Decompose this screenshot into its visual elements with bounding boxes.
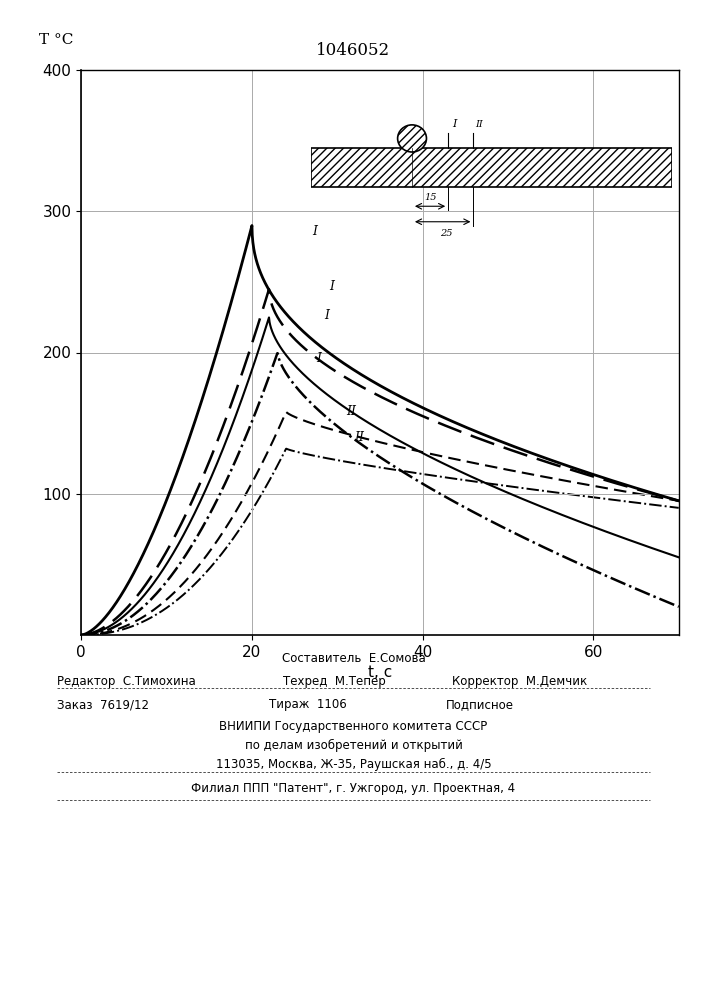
Text: 25: 25 bbox=[440, 230, 452, 238]
Text: Редактор  С.Тимохина: Редактор С.Тимохина bbox=[57, 675, 195, 688]
Text: Тираж  1106: Тираж 1106 bbox=[269, 698, 346, 711]
Text: по делам изобретений и открытий: по делам изобретений и открытий bbox=[245, 739, 462, 752]
Ellipse shape bbox=[397, 125, 426, 152]
Text: I: I bbox=[316, 352, 321, 365]
Text: 113035, Москва, Ж-35, Раушская наб., д. 4/5: 113035, Москва, Ж-35, Раушская наб., д. … bbox=[216, 758, 491, 771]
Text: Составитель  Е.Сомова: Составитель Е.Сомова bbox=[281, 652, 426, 665]
Text: ВНИИПИ Государственного комитета СССР: ВНИИПИ Государственного комитета СССР bbox=[219, 720, 488, 733]
Text: 15: 15 bbox=[423, 193, 436, 202]
Text: I: I bbox=[329, 280, 334, 293]
X-axis label: t, с: t, с bbox=[368, 665, 392, 680]
Text: I: I bbox=[452, 119, 456, 129]
Text: I: I bbox=[325, 309, 329, 322]
Text: 1046052: 1046052 bbox=[317, 42, 390, 59]
Text: I: I bbox=[312, 225, 317, 238]
Text: II: II bbox=[346, 405, 356, 418]
Text: Заказ  7619/12: Заказ 7619/12 bbox=[57, 698, 148, 711]
Text: II: II bbox=[354, 431, 364, 444]
Text: Подписное: Подписное bbox=[445, 698, 513, 711]
Text: Филиал ППП "Патент", г. Ужгород, ул. Проектная, 4: Филиал ППП "Патент", г. Ужгород, ул. Про… bbox=[192, 782, 515, 795]
Text: T °C: T °C bbox=[40, 33, 74, 47]
Bar bbox=[311, 148, 672, 187]
Text: II: II bbox=[475, 120, 483, 129]
Text: Корректор  М.Демчик: Корректор М.Демчик bbox=[452, 675, 588, 688]
Text: Техред  М.Тепер: Техред М.Тепер bbox=[283, 675, 385, 688]
